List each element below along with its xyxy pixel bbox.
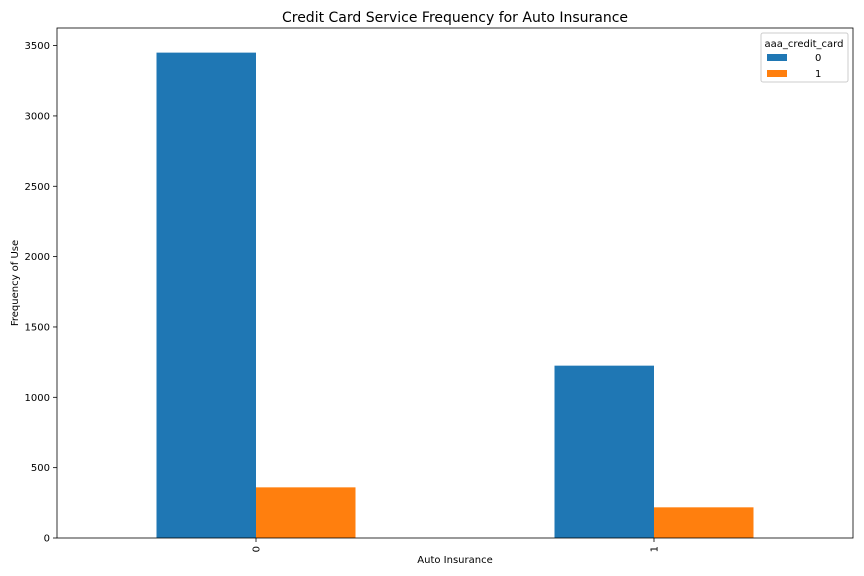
- legend-items: 01: [767, 53, 821, 80]
- y-tick-label: 0: [44, 534, 50, 545]
- y-tick-label: 2500: [25, 182, 50, 193]
- x-axis-title: Auto Insurance: [417, 555, 492, 566]
- bars-layer: [156, 52, 754, 538]
- x-tick-label: 0: [252, 546, 263, 552]
- plot-frame: [56, 27, 854, 539]
- legend-swatch-1: [767, 70, 787, 77]
- y-axis: 0 500 1000 1500 2000 2500 3000 3500: [25, 41, 57, 545]
- legend: aaa_credit_card 01: [760, 32, 849, 83]
- legend-title: aaa_credit_card: [765, 39, 844, 50]
- legend-label-0: 0: [815, 53, 821, 64]
- y-tick-label: 1000: [25, 393, 50, 404]
- bar-series-1-category-0: [256, 487, 356, 538]
- legend-label-1: 1: [815, 69, 821, 80]
- chart-title: Credit Card Service Frequency for Auto I…: [282, 10, 628, 26]
- y-tick-label: 3500: [25, 41, 50, 52]
- y-tick-label: 3000: [25, 111, 50, 122]
- x-tick-label: 1: [650, 546, 661, 552]
- legend-box: [760, 32, 849, 83]
- y-tick-label: 500: [31, 463, 50, 474]
- bar-series-1-category-1: [654, 507, 754, 538]
- legend-swatch-0: [767, 54, 787, 61]
- bar-series-0-category-0: [156, 52, 256, 538]
- y-axis-title: Frequency of Use: [10, 240, 21, 326]
- y-tick-label: 2000: [25, 252, 50, 263]
- bar-series-0-category-1: [554, 365, 654, 538]
- y-tick-label: 1500: [25, 322, 50, 333]
